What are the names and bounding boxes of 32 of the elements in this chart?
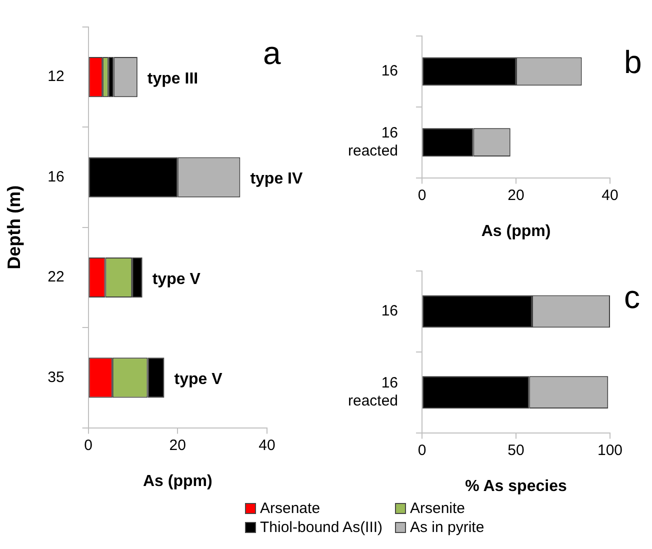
legend-label: Arsenate [260,500,320,517]
y-tick-label: 16 reacted [348,374,398,410]
x-tick-label: 0 [84,436,92,454]
legend-label: Thiol-bound As(III) [260,519,383,536]
legend-label: As in pyrite [410,519,484,536]
legend-label: Arsenite [410,500,466,517]
y-tick-label: 16 [381,62,398,80]
x-tick-label: 40 [602,186,618,204]
y-tick-label: 35 [48,368,64,386]
y-tick-label: 12 [48,68,64,86]
annotation: type IV [250,170,303,188]
text: c [624,278,640,315]
text: b [624,44,642,80]
y-tick-label: 16 reacted [348,124,398,160]
annotation: type V [174,371,223,388]
annotation: a [263,34,281,71]
y-tick-label: 16 [381,302,398,320]
x-tick-label: 20 [508,186,524,204]
y-tick-label: 16 [48,168,64,186]
y-tick-label: 22 [48,268,64,286]
x-tick-label: 40 [258,436,276,454]
annotation: type III [147,70,198,88]
x-tick-label: 20 [169,436,186,454]
x-tick-label: 0 [418,186,426,204]
y-axis-title: Depth (m) [4,185,24,270]
x-axis-title: % As species [465,478,567,495]
x-axis-title: As (ppm) [481,222,551,240]
x-tick-label: 100 [597,442,623,459]
annotation: type V [152,270,201,288]
x-tick-label: 0 [418,442,426,459]
x-axis-title: As (ppm) [142,472,212,490]
x-tick-label: 50 [508,442,524,459]
